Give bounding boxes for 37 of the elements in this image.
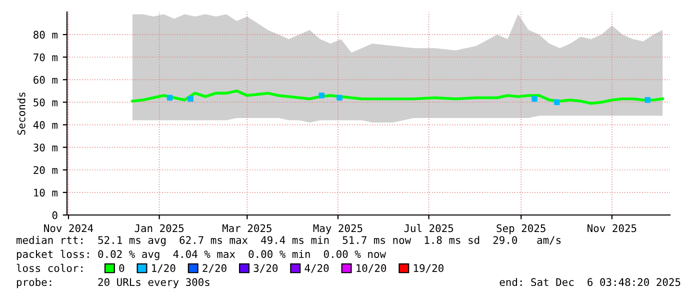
y-tick-label: 50 m <box>34 98 58 106</box>
point <box>188 96 194 102</box>
legend-label: 0 <box>119 264 124 272</box>
y-tick-label: 30 m <box>34 144 58 152</box>
text: median rtt: 52.1 ms avg 62.7 ms max 49.4 ms min 51.7 ms now 1.8 ms sd 29.0 am/s <box>16 236 561 246</box>
y-tick-label: 60 m <box>34 76 58 84</box>
text: packet loss: 0.02 % avg 4.04 % max 0.00 % min 0.00 % now <box>16 250 386 260</box>
y-tick-label: 10 m <box>34 188 58 197</box>
text: probe: 20 URLs every 300s <box>16 278 210 288</box>
x-tick-label: Nov 2024 <box>44 224 94 232</box>
legend-label: 2/20 <box>202 264 226 273</box>
point <box>318 92 324 98</box>
y-tick-label: 70 m <box>34 53 58 62</box>
x-tick-label: Jul 2025 <box>404 224 454 232</box>
point <box>532 96 538 102</box>
point <box>644 97 651 103</box>
text: end: Sat Dec 6 03:48:20 2025 <box>500 278 680 286</box>
line-series <box>131 90 664 105</box>
x-tick-label: Jan 2025 <box>134 224 184 232</box>
x-tick-label: May 2025 <box>313 224 362 234</box>
legend-title: loss color: <box>16 264 82 272</box>
y-tick-label: 20 m <box>34 166 58 174</box>
point <box>166 94 173 101</box>
y-tick-label: 0 <box>52 211 58 220</box>
y-tick-label: 40 m <box>33 121 58 129</box>
legend-label: 3/20 <box>254 264 278 273</box>
legend-label: 19/20 <box>414 264 444 273</box>
legend-label: 4/20 <box>304 264 329 273</box>
legend-label: 1/20 <box>152 264 176 273</box>
x-tick-label: Mar 2025 <box>222 224 272 232</box>
point <box>336 94 342 101</box>
point <box>554 99 560 106</box>
x-tick-label: Sep 2025 <box>496 224 546 234</box>
y-tick-label: 80 m <box>34 30 58 39</box>
legend-label: 10/20 <box>356 264 386 273</box>
x-tick-label: Nov 2025 <box>588 224 636 232</box>
y-axis-title: Seconds <box>17 92 26 135</box>
